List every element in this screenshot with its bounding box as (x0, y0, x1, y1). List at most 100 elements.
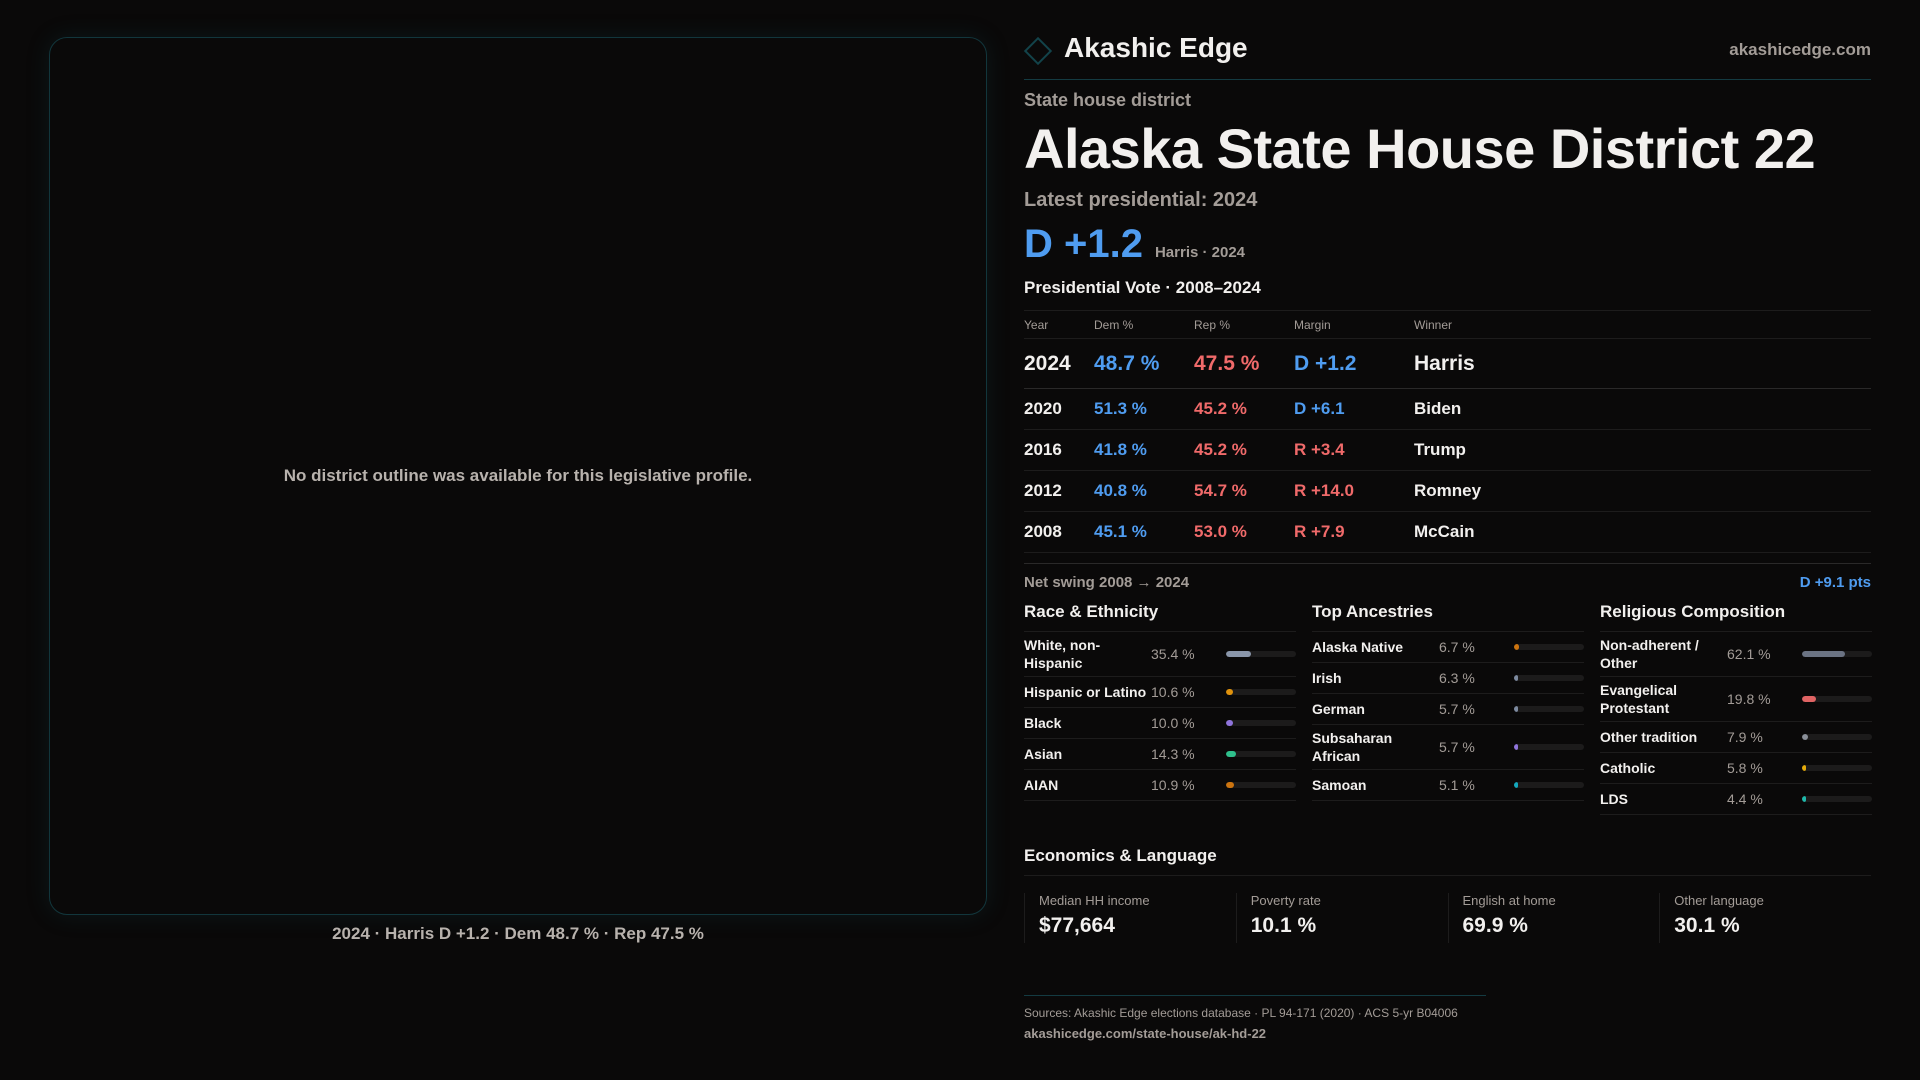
section-title: Top Ancestries (1312, 602, 1584, 632)
vote-heading: Presidential Vote · 2008–2024 (1024, 278, 1261, 297)
vote-winner: Biden (1414, 388, 1871, 430)
share-bar-fill (1802, 765, 1807, 771)
vote-year: 2024 (1024, 338, 1094, 389)
row-label: Black (1024, 715, 1062, 731)
row-value: 5.7 % (1439, 739, 1475, 755)
share-bar (1514, 644, 1584, 650)
demographic-row: Catholic 5.8 % (1600, 753, 1872, 784)
economics-heading: Economics & Language (1024, 846, 1871, 876)
vote-winner: Harris (1414, 338, 1871, 389)
row-label: German (1312, 701, 1365, 717)
vote-margin: R +14.0 (1294, 470, 1414, 512)
demographic-row: Subsaharan African 5.7 % (1312, 725, 1584, 770)
vote-row: 2012 40.8 % 54.7 % R +14.0 Romney (1024, 470, 1871, 512)
vote-rep: 53.0 % (1194, 511, 1294, 553)
brand[interactable]: Akashic Edge (1023, 32, 1248, 66)
economics-cards: Median HH income $77,664 Poverty rate 10.1 … (1024, 893, 1871, 943)
demographic-section: Race & Ethnicity White, non-Hispanic 35.4 … (1024, 602, 1296, 801)
vote-margin: R +3.4 (1294, 429, 1414, 471)
vote-dem: 41.8 % (1094, 429, 1194, 471)
demographic-section: Religious Composition Non-adherent / Othe… (1600, 602, 1872, 815)
demographic-row: LDS 4.4 % (1600, 784, 1872, 815)
vote-row: 2020 51.3 % 45.2 % D +6.1 Biden (1024, 388, 1871, 430)
share-bar-fill (1802, 734, 1808, 740)
demographic-row: Asian 14.3 % (1024, 739, 1296, 770)
vote-year: 2020 (1024, 388, 1094, 430)
share-bar (1226, 689, 1296, 695)
section-title: Race & Ethnicity (1024, 602, 1296, 632)
share-bar (1802, 651, 1872, 657)
latest-presidential-label: Latest presidential: 2024 (1024, 189, 1258, 211)
net-swing-label: Net swing 2008 → 2024 (1024, 574, 1190, 591)
demographic-row: Evangelical Protestant 19.8 % (1600, 677, 1872, 722)
share-bar-fill (1226, 651, 1251, 657)
demographic-row: Non-adherent / Other 62.1 % (1600, 632, 1872, 677)
row-value: 5.8 % (1727, 760, 1763, 776)
row-label: Catholic (1600, 760, 1656, 776)
stat-label: Median HH income (1039, 893, 1150, 908)
vote-dem: 51.3 % (1094, 388, 1194, 430)
share-bar-fill (1226, 689, 1234, 695)
row-label: Samoan (1312, 777, 1367, 793)
share-bar-fill (1514, 706, 1518, 712)
demographic-row: Other tradition 7.9 % (1600, 722, 1872, 753)
vote-row: 2024 48.7 % 47.5 % D +1.2 Harris (1024, 338, 1871, 389)
row-value: 4.4 % (1727, 791, 1763, 807)
share-bar-fill (1514, 744, 1518, 750)
vote-rep: 54.7 % (1194, 470, 1294, 512)
share-bar (1226, 651, 1296, 657)
demographic-row: Irish 6.3 % (1312, 663, 1584, 694)
stat-label: Other language (1674, 893, 1764, 908)
row-value: 14.3 % (1151, 746, 1195, 762)
share-bar (1514, 782, 1584, 788)
site-link[interactable]: akashicedge.com (1729, 40, 1871, 59)
row-value: 6.7 % (1439, 639, 1475, 655)
diamond-icon (1023, 36, 1053, 66)
net-swing: Net swing 2008 → 2024 D +9.1 pts (1024, 563, 1871, 591)
row-label: Evangelical Protestant (1600, 682, 1678, 716)
vote-row: 2008 45.1 % 53.0 % R +7.9 McCain (1024, 511, 1871, 553)
row-label: Alaska Native (1312, 639, 1404, 655)
share-bar (1514, 675, 1584, 681)
stat-card: Poverty rate 10.1 % (1235, 893, 1448, 943)
stat-card: Median HH income $77,664 (1024, 893, 1236, 943)
vote-year: 2016 (1024, 429, 1094, 471)
vote-row: 2016 41.8 % 45.2 % R +3.4 Trump (1024, 429, 1871, 471)
stat-label: English at home (1462, 893, 1556, 908)
brand-name: Akashic Edge (1064, 32, 1248, 63)
vote-winner: Trump (1414, 429, 1871, 471)
vote-winner: Romney (1414, 470, 1871, 512)
row-label: Subsaharan African (1312, 730, 1393, 764)
demographic-row: German 5.7 % (1312, 694, 1584, 725)
row-value: 10.0 % (1151, 715, 1195, 731)
empty-map-message: No district outline was available for th… (283, 466, 753, 485)
row-label: Hispanic or Latino (1024, 684, 1147, 700)
map-caption: 2024 · Harris D +1.2 · Dem 48.7 % · Rep … (332, 924, 704, 943)
vote-dem: 40.8 % (1094, 470, 1194, 512)
row-value: 62.1 % (1727, 646, 1771, 662)
page-title: Alaska State House District 22 (1024, 117, 1816, 180)
demographic-row: White, non-Hispanic 35.4 % (1024, 632, 1296, 677)
demographic-section: Top Ancestries Alaska Native 6.7 % Irish 6.3… (1312, 602, 1584, 801)
vote-rep: 47.5 % (1194, 338, 1294, 389)
col-margin: Margin (1294, 310, 1414, 339)
vote-year: 2012 (1024, 470, 1094, 512)
share-bar (1514, 744, 1584, 750)
stat-card: Other language 30.1 % (1659, 893, 1871, 943)
demographic-row: Samoan 5.1 % (1312, 770, 1584, 801)
vote-margin: R +7.9 (1294, 511, 1414, 553)
col-rep: Rep % (1194, 310, 1294, 339)
district-map-panel: No district outline was available for th… (49, 37, 987, 915)
stat-value: 30.1 % (1674, 914, 1740, 937)
share-bar-fill (1514, 675, 1519, 681)
presidential-vote-table: Year Dem % Rep % Margin Winner 2024 48.7 … (1024, 310, 1871, 553)
footer-url[interactable]: akashicedge.com/state-house/ak-hd-22 (1024, 1026, 1267, 1041)
share-bar (1802, 765, 1872, 771)
header: Akashic Edge akashicedge.com (1023, 32, 1871, 80)
sources: Sources: Akashic Edge elections database… (1024, 1006, 1458, 1020)
share-bar-fill (1514, 644, 1519, 650)
row-value: 35.4 % (1151, 646, 1195, 662)
share-bar-fill (1514, 782, 1518, 788)
row-value: 7.9 % (1727, 729, 1763, 745)
demographic-row: AIAN 10.9 % (1024, 770, 1296, 801)
